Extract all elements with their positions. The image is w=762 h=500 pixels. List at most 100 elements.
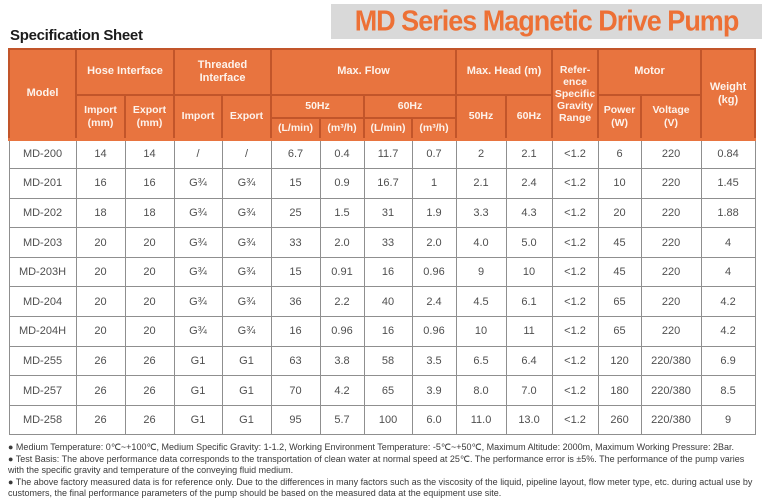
value-cell: 15 xyxy=(270,256,321,288)
value-cell: 3.9 xyxy=(411,375,457,406)
value-cell: 40 xyxy=(363,286,413,318)
col-header-hose-interface: Hose Interface xyxy=(75,48,175,96)
value-cell: 0.96 xyxy=(411,316,457,347)
value-cell: 2.0 xyxy=(411,227,457,258)
value-cell: 26 xyxy=(124,404,175,436)
value-cell: 3.3 xyxy=(455,197,507,229)
spec-table-body: MD-200 14 14//6.7 0.4 11.7 0.7 2 2.1 <1.2 6 220 0.8… xyxy=(8,138,756,436)
value-cell: 18 xyxy=(124,197,175,229)
model-cell: MD-257 xyxy=(8,375,77,406)
value-cell: 220 xyxy=(640,286,702,318)
value-cell: 65 xyxy=(597,286,642,318)
table-row: MD-204 20 20 G¾ G¾ 36 2.2 40 2.4 4.5 6.1 <1.2 65 220 4… xyxy=(8,286,756,318)
value-cell: G¾ xyxy=(173,256,223,288)
value-cell: 36 xyxy=(270,286,321,318)
value-cell: G1 xyxy=(173,404,223,436)
model-cell: MD-204 xyxy=(8,286,77,318)
value-cell: 0.9 xyxy=(319,168,365,199)
footnote: ● Test Basis: The above performance data… xyxy=(8,453,745,476)
value-cell: 1.9 xyxy=(411,197,457,229)
value-cell: 4.3 xyxy=(505,197,553,229)
value-cell: 26 xyxy=(75,375,126,406)
value-cell: 10 xyxy=(455,316,507,347)
table-row: MD-201 16 16 G¾ G¾ 15 0.9 16.7 1 2.1 2.4 <1.2 10 220 1… xyxy=(8,168,756,199)
value-cell: 45 xyxy=(597,227,642,258)
value-cell: 220 xyxy=(640,168,702,199)
value-cell: 2.2 xyxy=(319,286,365,318)
col-header-flow-60hz-lmin: (L/min) xyxy=(363,117,414,140)
value-cell: 16 xyxy=(363,316,413,347)
value-cell: 16 xyxy=(75,168,126,199)
value-cell: 9 xyxy=(700,404,756,436)
value-cell: 11 xyxy=(505,316,553,347)
value-cell: 20 xyxy=(124,256,175,288)
value-cell: 33 xyxy=(270,227,321,258)
value-cell: 20 xyxy=(75,316,126,347)
value-cell: 26 xyxy=(124,345,175,377)
value-cell: G¾ xyxy=(173,316,223,347)
table-row: MD-258 26 26 G1 G1 95 5.7 100 6.0 11.0 13.0 <1.2 260… xyxy=(8,404,756,436)
value-cell: 9 xyxy=(455,256,507,288)
value-cell: 6.7 xyxy=(270,138,321,170)
table-row: MD-204H 20 20 G¾ G¾ 16 0.96 16 0.96 10 11 <1.2 65 220… xyxy=(8,316,756,347)
value-cell: G1 xyxy=(221,375,272,406)
value-cell: 6.9 xyxy=(700,345,756,377)
value-cell: 4.2 xyxy=(700,286,756,318)
value-cell: 5.0 xyxy=(505,227,553,258)
value-cell: 26 xyxy=(75,404,126,436)
value-cell: 10 xyxy=(597,168,642,199)
model-cell: MD-201 xyxy=(8,168,77,199)
value-cell: 2.4 xyxy=(411,286,457,318)
model-cell: MD-258 xyxy=(8,404,77,436)
value-cell: 63 xyxy=(270,345,321,377)
value-cell: 70 xyxy=(270,375,321,406)
col-header-flow-60hz-m3h: (m³/h) xyxy=(411,117,458,140)
col-header-head-60hz: 60Hz xyxy=(505,94,554,140)
value-cell: 14 xyxy=(75,138,126,170)
sheet-heading: Specification Sheet xyxy=(10,27,143,44)
col-header-model: Model xyxy=(8,48,77,140)
value-cell: 20 xyxy=(124,227,175,258)
value-cell: 31 xyxy=(363,197,413,229)
value-cell: <1.2 xyxy=(551,168,599,199)
value-cell: G¾ xyxy=(221,227,272,258)
value-cell: 20 xyxy=(75,256,126,288)
value-cell: 6 xyxy=(597,138,642,170)
model-cell: MD-255 xyxy=(8,345,77,377)
value-cell: 26 xyxy=(124,375,175,406)
value-cell: 0.96 xyxy=(319,316,365,347)
value-cell: 4.2 xyxy=(700,316,756,347)
value-cell: 100 xyxy=(363,404,413,436)
col-header-threaded-import: Import xyxy=(173,94,223,140)
value-cell: 11.7 xyxy=(363,138,413,170)
table-row: MD-202 18 18 G¾ G¾ 25 1.5 31 1.9 3.3 4.3 <1.2 20 220 1… xyxy=(8,197,756,229)
value-cell: G¾ xyxy=(173,286,223,318)
value-cell: 220 xyxy=(640,256,702,288)
value-cell: G¾ xyxy=(221,286,272,318)
model-cell: MD-203H xyxy=(8,256,77,288)
value-cell: 65 xyxy=(597,316,642,347)
col-header-threaded-export: Export xyxy=(220,94,273,140)
value-cell: <1.2 xyxy=(551,404,599,436)
value-cell: 18 xyxy=(75,197,126,229)
col-header-flow-50hz-lmin: (L/min) xyxy=(270,117,322,140)
value-cell: 0.4 xyxy=(319,138,365,170)
col-header-hose-export: Export (mm) xyxy=(124,94,175,140)
value-cell: 6.1 xyxy=(505,286,553,318)
table-row: MD-200 14 14//6.7 0.4 11.7 0.7 2 2.1 <1.2 6 220 0.8… xyxy=(8,138,756,170)
value-cell: 6.4 xyxy=(505,345,553,377)
value-cell: 220/380 xyxy=(640,345,702,377)
value-cell: 6.0 xyxy=(411,404,457,436)
col-header-max-flow: Max. Flow xyxy=(270,48,458,96)
value-cell: 16 xyxy=(270,316,321,347)
value-cell: 14 xyxy=(124,138,175,170)
value-cell: G1 xyxy=(173,345,223,377)
spec-table: Model Hose Interface Threaded Interface … xyxy=(8,48,757,436)
value-cell: 0.84 xyxy=(700,138,756,170)
col-header-reference-gravity: Refer- ence Specific Gravity Range xyxy=(551,48,600,140)
col-header-hose-import: Import (mm) xyxy=(75,94,126,140)
value-cell: 260 xyxy=(597,404,642,436)
value-cell: 220 xyxy=(640,227,702,258)
table-row: MD-203 20 20 G¾ G¾ 33 2.0 33 2.0 4.0 5.0 <1.2 45 220 4 xyxy=(8,227,756,258)
